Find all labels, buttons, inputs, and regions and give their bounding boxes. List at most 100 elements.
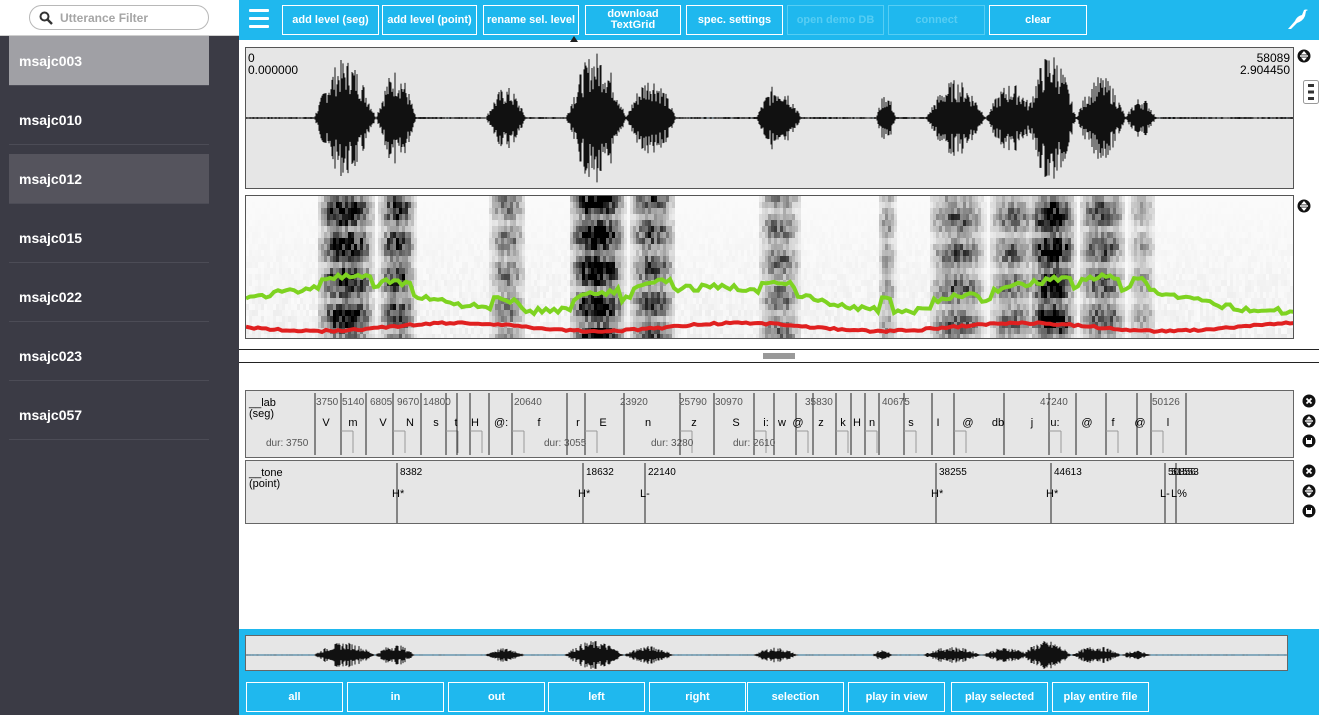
zoom-all-button[interactable]: all (246, 682, 343, 712)
point-label[interactable]: H* (578, 488, 591, 500)
point-sample: 51553 (1171, 467, 1199, 478)
clear-button[interactable]: clear (989, 5, 1087, 35)
utterance-item[interactable]: msajc010 (9, 95, 209, 145)
utterance-item[interactable]: msajc057 (9, 390, 209, 440)
boundary-sample: 47240 (1040, 397, 1068, 408)
scroll-right-button[interactable]: right (649, 682, 746, 712)
utterance-item[interactable]: msajc012 (9, 154, 209, 204)
segment-label[interactable]: t (454, 417, 458, 429)
resize-icon[interactable] (1302, 484, 1316, 498)
utterance-item[interactable]: msajc023 (9, 331, 209, 381)
point-label[interactable]: H* (392, 488, 405, 500)
overview-waveform[interactable] (245, 635, 1288, 671)
segment-label[interactable]: E (599, 417, 607, 429)
segment-label[interactable]: z (691, 417, 697, 429)
save-icon[interactable] (1302, 434, 1316, 448)
level-lab[interactable]: __lab (seg) 3750 5140 6805 9670 14800 20640 23… (245, 390, 1294, 458)
oscillogram[interactable]: 0 0.000000 58089 2.904450 (245, 47, 1294, 189)
close-icon[interactable] (1302, 464, 1316, 478)
point-label[interactable]: H* (1046, 488, 1059, 500)
boundary-sample: 6805 (370, 397, 393, 408)
segment-label[interactable]: i: (763, 417, 769, 429)
segment-label[interactable]: l (1166, 417, 1170, 429)
resize-icon[interactable] (1302, 414, 1316, 428)
play-in-view-button[interactable]: play in view (848, 682, 945, 712)
resize-icon[interactable] (1297, 199, 1311, 213)
spec-settings-button[interactable]: spec. settings (686, 5, 783, 35)
point-label[interactable]: H* (931, 488, 944, 500)
segment-label[interactable]: j (1030, 417, 1034, 429)
add-level-point-button[interactable]: add level (point) (382, 5, 477, 35)
utterance-filter[interactable] (29, 5, 209, 30)
scroll-left-button[interactable]: left (548, 682, 645, 712)
segment-label[interactable]: s (433, 417, 439, 429)
level-type: (point) (249, 478, 281, 490)
point-label[interactable]: L% (1171, 488, 1187, 500)
boundary-sample: 35830 (805, 397, 833, 408)
drag-handle-icon[interactable] (763, 353, 795, 359)
point-label[interactable]: L- (1160, 488, 1170, 500)
segment-label[interactable]: H (471, 417, 479, 429)
utterance-item[interactable]: msajc003 (9, 36, 209, 86)
play-selected-button[interactable]: play selected (951, 682, 1048, 712)
zoom-out-button[interactable]: out (448, 682, 545, 712)
segment-label[interactable]: u: (1050, 417, 1060, 429)
segment-label[interactable]: @ (962, 417, 974, 429)
zoom-in-button[interactable]: in (347, 682, 444, 712)
segment-label[interactable]: I (936, 417, 940, 429)
segment-label[interactable]: @ (1081, 417, 1093, 429)
segment-label[interactable]: V (322, 417, 330, 429)
segment-label[interactable]: k (840, 417, 846, 429)
boundary-sample: 3750 (316, 397, 339, 408)
segment-label[interactable]: f (537, 417, 541, 429)
segment-label[interactable]: n (868, 417, 876, 429)
segment-label[interactable]: N (406, 417, 414, 429)
rename-level-button[interactable]: rename sel. level (483, 5, 579, 35)
boundary-sample: 23920 (620, 397, 648, 408)
end-sample: 58089 (1256, 51, 1290, 65)
level-tone[interactable]: __tone (point) 8382 H* 18632 H* 22140 L- 38255… (245, 460, 1294, 524)
segment-label[interactable]: @: (494, 417, 509, 429)
segment-label[interactable]: db (991, 417, 1005, 429)
boundary-sample: 30970 (715, 397, 743, 408)
download-textgrid-button[interactable]: download TextGrid (585, 5, 681, 35)
boundary-sample: 20640 (514, 397, 542, 408)
utterance-item[interactable]: msajc022 (9, 272, 209, 322)
start-sample: 0 (248, 51, 255, 65)
close-icon[interactable] (1302, 394, 1316, 408)
segment-label[interactable]: m (348, 417, 358, 429)
open-demo-db-button[interactable]: open demo DB (787, 5, 884, 35)
resize-icon[interactable] (1297, 49, 1311, 63)
point-sample: 44613 (1054, 467, 1082, 478)
hamburger-menu-icon[interactable] (249, 9, 269, 31)
zoom-selection-button[interactable]: selection (747, 682, 844, 712)
segment-label[interactable]: w (778, 417, 786, 429)
add-level-seg-button[interactable]: add level (seg) (282, 5, 379, 35)
segment-duration: dur: 3750 (266, 438, 309, 449)
spectrogram[interactable] (245, 195, 1294, 339)
segment-label[interactable]: r (576, 417, 580, 429)
utterance-filter-input[interactable] (60, 9, 200, 27)
utterance-item[interactable]: msajc015 (9, 213, 209, 263)
start-time: 0.000000 (248, 63, 299, 77)
connect-button[interactable]: connect (888, 5, 985, 35)
segment-label[interactable]: z (818, 417, 824, 429)
split-divider[interactable] (239, 349, 1319, 363)
segment-label[interactable]: H (853, 417, 861, 429)
point-sample: 18632 (586, 467, 614, 478)
point-label[interactable]: L- (640, 488, 650, 500)
point-sample: 38255 (939, 467, 967, 478)
segment-label[interactable]: s (908, 417, 914, 429)
play-entire-file-button[interactable]: play entire file (1052, 682, 1149, 712)
boundary-sample: 14800 (423, 397, 451, 408)
vertical-dots-icon[interactable] (1303, 80, 1319, 104)
save-icon[interactable] (1302, 504, 1316, 518)
segment-duration: dur: 3055 (544, 438, 587, 449)
level-type: (seg) (249, 408, 275, 420)
segment-label[interactable]: n (644, 417, 652, 429)
segment-label[interactable]: f (1111, 417, 1115, 429)
segment-label[interactable]: S (732, 417, 740, 429)
segment-label[interactable]: @ (1134, 417, 1146, 429)
segment-label[interactable]: V (379, 417, 387, 429)
segment-label[interactable]: @ (792, 417, 804, 429)
